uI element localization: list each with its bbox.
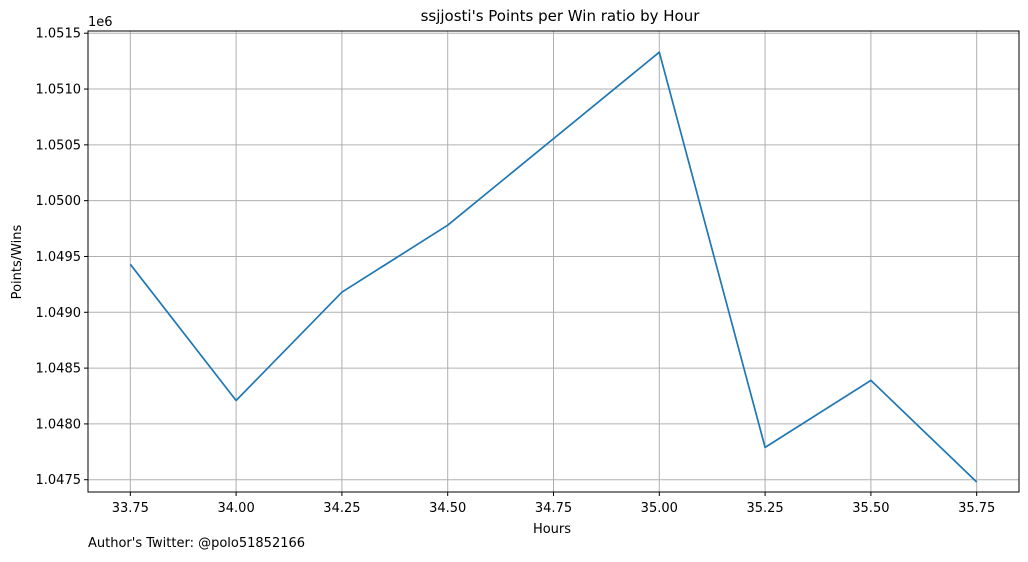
y-tick-label: 1.0510: [36, 83, 82, 98]
y-tick-label: 1.0480: [36, 417, 82, 432]
x-tick-label: 35.75: [958, 501, 995, 516]
y-tick-label: 1.0475: [36, 473, 82, 488]
y-tick-label: 1.0490: [36, 306, 82, 321]
x-tick-label: 35.50: [852, 501, 889, 516]
x-tick-label: 34.75: [535, 501, 572, 516]
y-tick-label: 1.0495: [36, 250, 82, 265]
y-tick-label: 1.0500: [36, 194, 82, 209]
x-tick-label: 34.25: [323, 501, 360, 516]
chart-title: ssjjosti's Points per Win ratio by Hour: [421, 7, 701, 25]
y-tick-label: 1.0505: [36, 138, 82, 153]
x-tick-label: 34.00: [218, 501, 255, 516]
series-layer: [129, 51, 978, 483]
x-tick-label: 34.50: [429, 501, 466, 516]
x-tick-label: 35.00: [641, 501, 678, 516]
y-axis-ticks: 1.0475 1.0480 1.0485 1.0490 1.0495 1.0500 1.05…: [36, 27, 88, 488]
y-tick-label: 1.0485: [36, 362, 82, 377]
y-tick-label: 1.0515: [36, 27, 82, 42]
series-line: [129, 51, 978, 483]
x-axis-ticks: 33.75 34.00 34.25 34.50 34.75 35.00 35.25 35.50…: [112, 492, 995, 516]
grid: [88, 31, 1019, 492]
y-axis-label: Points/Wins: [10, 224, 25, 299]
y-offset-text: 1e6: [88, 15, 113, 30]
x-axis-label: Hours: [533, 522, 571, 537]
x-tick-label: 35.25: [746, 501, 783, 516]
x-tick-label: 33.75: [112, 501, 149, 516]
author-twitter-note: Author's Twitter: @polo51852166: [88, 536, 306, 551]
